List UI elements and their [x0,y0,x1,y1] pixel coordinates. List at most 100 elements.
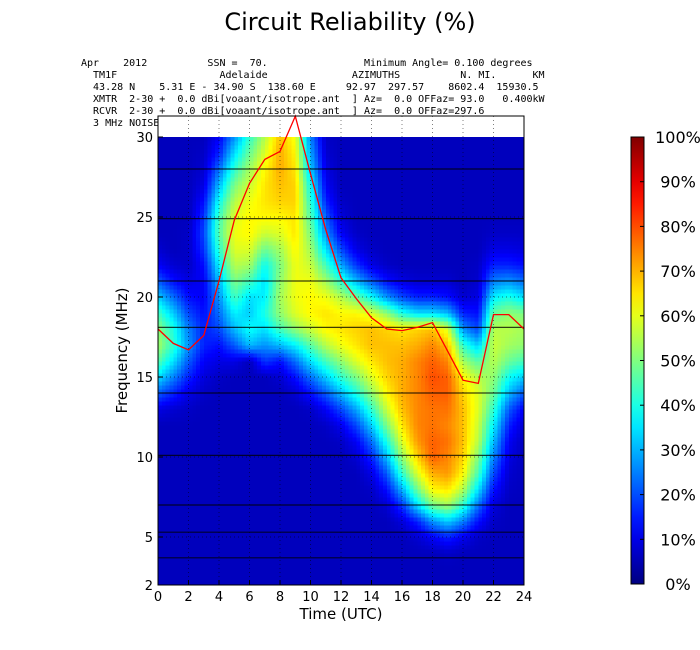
heatmap-cell [341,545,346,550]
heatmap-cell [158,385,163,390]
heatmap-cell [321,421,327,426]
heatmap-cell [402,569,407,574]
heatmap-cell [272,497,277,502]
heatmap-cell [325,429,331,434]
heatmap-cell [329,413,334,418]
heatmap-cell [276,501,281,506]
heatmap-cell [485,381,491,386]
heatmap-cell [302,509,308,514]
heatmap-cell [382,477,388,482]
heatmap-cell [447,445,453,450]
heatmap-cell [356,505,361,510]
heatmap-cell [466,485,472,490]
heatmap-cell [455,401,460,406]
heatmap-cell [428,449,434,454]
heatmap-cell [177,449,182,454]
heatmap-cell [215,377,220,382]
heatmap-cell [169,489,174,494]
heatmap-cell [501,525,506,530]
heatmap-cell [520,397,525,402]
heatmap-cell [180,381,186,386]
heatmap-cell [451,381,456,386]
heatmap-cell [192,397,197,402]
heatmap-cell [341,421,346,426]
heatmap-cell [184,397,190,402]
heatmap-cell [203,397,209,402]
heatmap-cell [360,573,365,578]
heatmap-cell [299,477,304,482]
heatmap-cell [485,541,491,546]
heatmap-cell [386,441,392,446]
heatmap-cell [249,433,254,438]
heatmap-cell [482,477,487,482]
heatmap-cell [474,485,479,490]
heatmap-cell [211,557,216,562]
heatmap-cell [260,513,266,518]
heatmap-cell [455,517,460,522]
heatmap-cell [173,521,178,526]
heatmap-cell [352,413,357,418]
heatmap-cell [485,493,491,498]
heatmap-cell [283,545,289,550]
heatmap-cell [520,457,525,462]
heatmap-cell [436,381,441,386]
heatmap-cell [165,537,171,542]
heatmap-cell [352,421,357,426]
heatmap-cell [417,449,422,454]
heatmap-cell [432,497,437,502]
heatmap-cell [375,549,380,554]
heatmap-cell [344,537,350,542]
heatmap-cell [489,581,495,586]
heatmap-cell [459,477,464,482]
heatmap-cell [219,405,224,410]
heatmap-cell [440,545,445,550]
heatmap-cell [417,501,422,506]
heatmap-cell [470,437,476,442]
heatmap-cell [222,485,228,490]
heatmap-cell [447,377,453,382]
heatmap-cell [417,425,422,430]
heatmap-cell [424,565,430,570]
heatmap-cell [280,553,285,558]
heatmap-cell [443,561,449,566]
heatmap-cell [314,433,319,438]
heatmap-cell [386,425,392,430]
heatmap-cell [192,541,197,546]
heatmap-cell [356,449,361,454]
heatmap-cell [276,481,281,486]
heatmap-cell [516,417,521,422]
heatmap-cell [333,397,338,402]
heatmap-cell [325,425,331,430]
heatmap-cell [245,393,251,398]
heatmap-cell [234,449,239,454]
heatmap-cell [272,433,277,438]
heatmap-cell [188,421,193,426]
heatmap-cell [363,553,369,558]
heatmap-cell [375,449,380,454]
heatmap-cell [249,557,254,562]
heatmap-cell [234,437,239,442]
heatmap-cell [436,497,441,502]
heatmap-cell [184,521,190,526]
heatmap-cell [402,445,407,450]
heatmap-cell [211,493,216,498]
heatmap-cell [199,473,205,478]
heatmap-cell [161,525,167,530]
heatmap-cell [329,449,334,454]
heatmap-cell [257,569,262,574]
heatmap-cell [219,413,224,418]
heatmap-cell [497,489,502,494]
heatmap-cell [180,493,186,498]
heatmap-cell [295,505,300,510]
heatmap-cell [165,553,171,558]
heatmap-cell [169,577,174,582]
heatmap-cell [463,513,468,518]
heatmap-cell [360,401,365,406]
heatmap-cell [321,493,327,498]
heatmap-cell [440,513,445,518]
heatmap-cell [466,525,472,530]
heatmap-cell [367,537,373,542]
heatmap-cell [329,525,334,530]
heatmap-cell [173,425,178,430]
heatmap-cell [318,393,323,398]
